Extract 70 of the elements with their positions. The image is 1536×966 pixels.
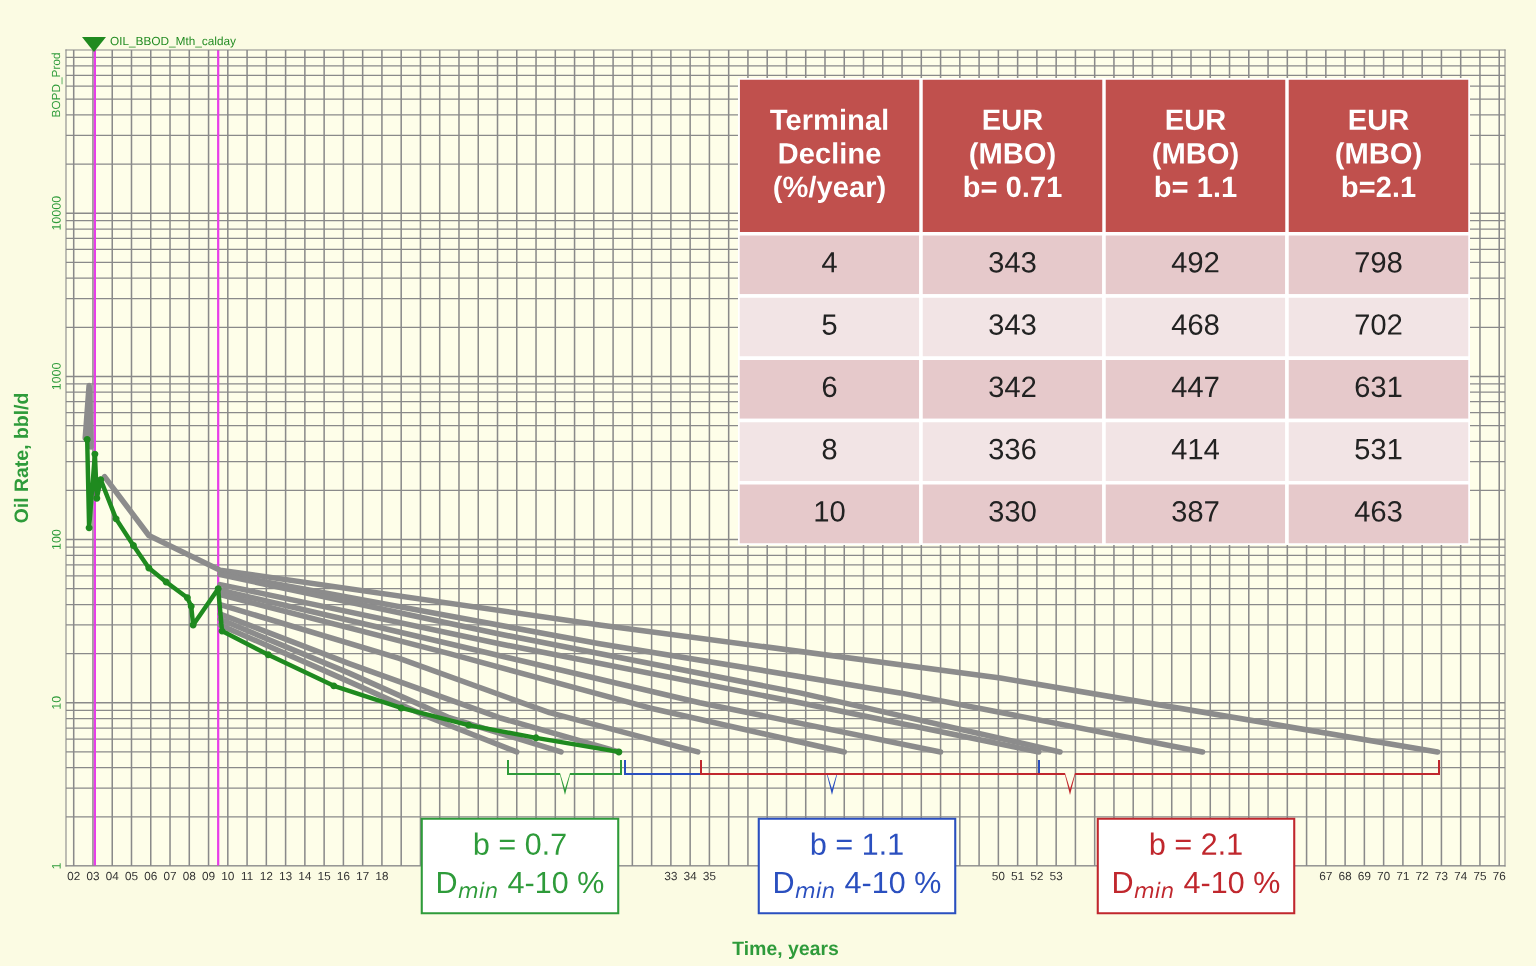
data-label: 342 bbox=[989, 376, 1036, 398]
x-axis-title: Time, years bbox=[732, 940, 839, 960]
x-tick-label: 34 bbox=[684, 871, 697, 881]
data-label: 631 bbox=[1355, 376, 1402, 398]
data-label: 531 bbox=[1355, 438, 1402, 460]
y-tick-label: 100 bbox=[51, 529, 61, 550]
y-axis-title: Terminal Decline (%/year) bbox=[770, 108, 888, 203]
x-tick-label: 52 bbox=[1030, 871, 1043, 881]
x-tick-label: 67 bbox=[1319, 871, 1332, 881]
x-tick-label: 71 bbox=[1396, 871, 1409, 881]
data-label: 702 bbox=[1355, 314, 1402, 335]
legend-label: OIL_BBOD_Mth_calday bbox=[110, 36, 236, 48]
y-tick-label: 1 bbox=[52, 863, 61, 869]
data-label: 468 bbox=[1171, 314, 1219, 335]
x-tick-label: 12 bbox=[260, 871, 273, 881]
x-tick-label: 35 bbox=[703, 871, 716, 881]
data-label: 387 bbox=[1172, 501, 1219, 522]
y-tick-label: 8 bbox=[822, 438, 837, 460]
x-tick-label: 53 bbox=[1050, 871, 1063, 881]
x-tick-label: 75 bbox=[1474, 871, 1487, 881]
y-tick-label: 5 bbox=[822, 314, 837, 335]
data-label: 343 bbox=[989, 314, 1036, 335]
x-tick-label: 70 bbox=[1377, 871, 1390, 881]
x-tick-label: 11 bbox=[241, 871, 253, 881]
annotation: b = 1.1 D$_{min}$ 4-10 % bbox=[775, 832, 941, 899]
x-tick-label: 10 bbox=[222, 871, 234, 881]
x-tick-label: 73 bbox=[1435, 871, 1448, 881]
data-label: 463 bbox=[1354, 501, 1402, 522]
annotation: b = 2.1 D$_{min}$ 4-10 % bbox=[1114, 832, 1280, 899]
x-tick-label: 09 bbox=[202, 871, 215, 881]
x-tick-label: 03 bbox=[86, 871, 100, 881]
x-tick-label: 13 bbox=[279, 871, 292, 881]
y-tick-label: 4 bbox=[822, 252, 837, 273]
data-label: 492 bbox=[1171, 251, 1219, 273]
x-tick-label: EUR (MBO) b= 0.71 bbox=[964, 109, 1062, 198]
x-tick-label: EUR (MBO) b=2.1 bbox=[1336, 109, 1421, 198]
x-tick-label: 15 bbox=[318, 871, 331, 881]
y-tick-label: 10 bbox=[815, 501, 845, 522]
x-tick-label: 04 bbox=[106, 871, 119, 881]
x-tick-label: EUR (MBO) b= 1.1 bbox=[1153, 109, 1238, 198]
x-tick-label: 05 bbox=[125, 871, 138, 881]
x-tick-label: 51 bbox=[1011, 871, 1024, 881]
x-tick-label: 76 bbox=[1493, 871, 1506, 881]
x-tick-label: 02 bbox=[67, 871, 80, 881]
x-tick-label: 68 bbox=[1339, 871, 1352, 881]
data-label: 798 bbox=[1355, 251, 1402, 273]
y-tick-label: 10 bbox=[51, 696, 61, 709]
text: BOPD_Prod bbox=[51, 53, 63, 117]
data-label: 330 bbox=[989, 501, 1036, 522]
x-tick-label: 14 bbox=[299, 871, 312, 881]
data-label: 336 bbox=[989, 438, 1036, 460]
x-tick-label: 50 bbox=[992, 871, 1005, 881]
y-tick-label: 10000 bbox=[51, 196, 61, 230]
x-tick-label: 33 bbox=[664, 871, 677, 881]
data-label: 447 bbox=[1171, 376, 1219, 397]
x-tick-label: 08 bbox=[183, 871, 196, 881]
y-tick-label: 6 bbox=[822, 376, 837, 398]
x-tick-label: 69 bbox=[1358, 871, 1371, 881]
x-tick-label: 18 bbox=[376, 871, 388, 881]
y-axis-title: Oil Rate, bbl/d bbox=[13, 393, 31, 523]
x-tick-label: 06 bbox=[144, 871, 157, 881]
data-label: 414 bbox=[1171, 439, 1219, 460]
x-tick-label: 16 bbox=[337, 871, 350, 881]
annotation: b = 0.7 D$_{min}$ 4-10 % bbox=[438, 832, 604, 899]
x-tick-label: 17 bbox=[357, 871, 369, 881]
x-tick-label: 72 bbox=[1416, 871, 1429, 881]
y-tick-label: 1000 bbox=[51, 362, 61, 390]
data-label: 343 bbox=[989, 251, 1036, 273]
x-tick-label: 74 bbox=[1454, 871, 1467, 881]
x-tick-label: 07 bbox=[163, 871, 176, 881]
